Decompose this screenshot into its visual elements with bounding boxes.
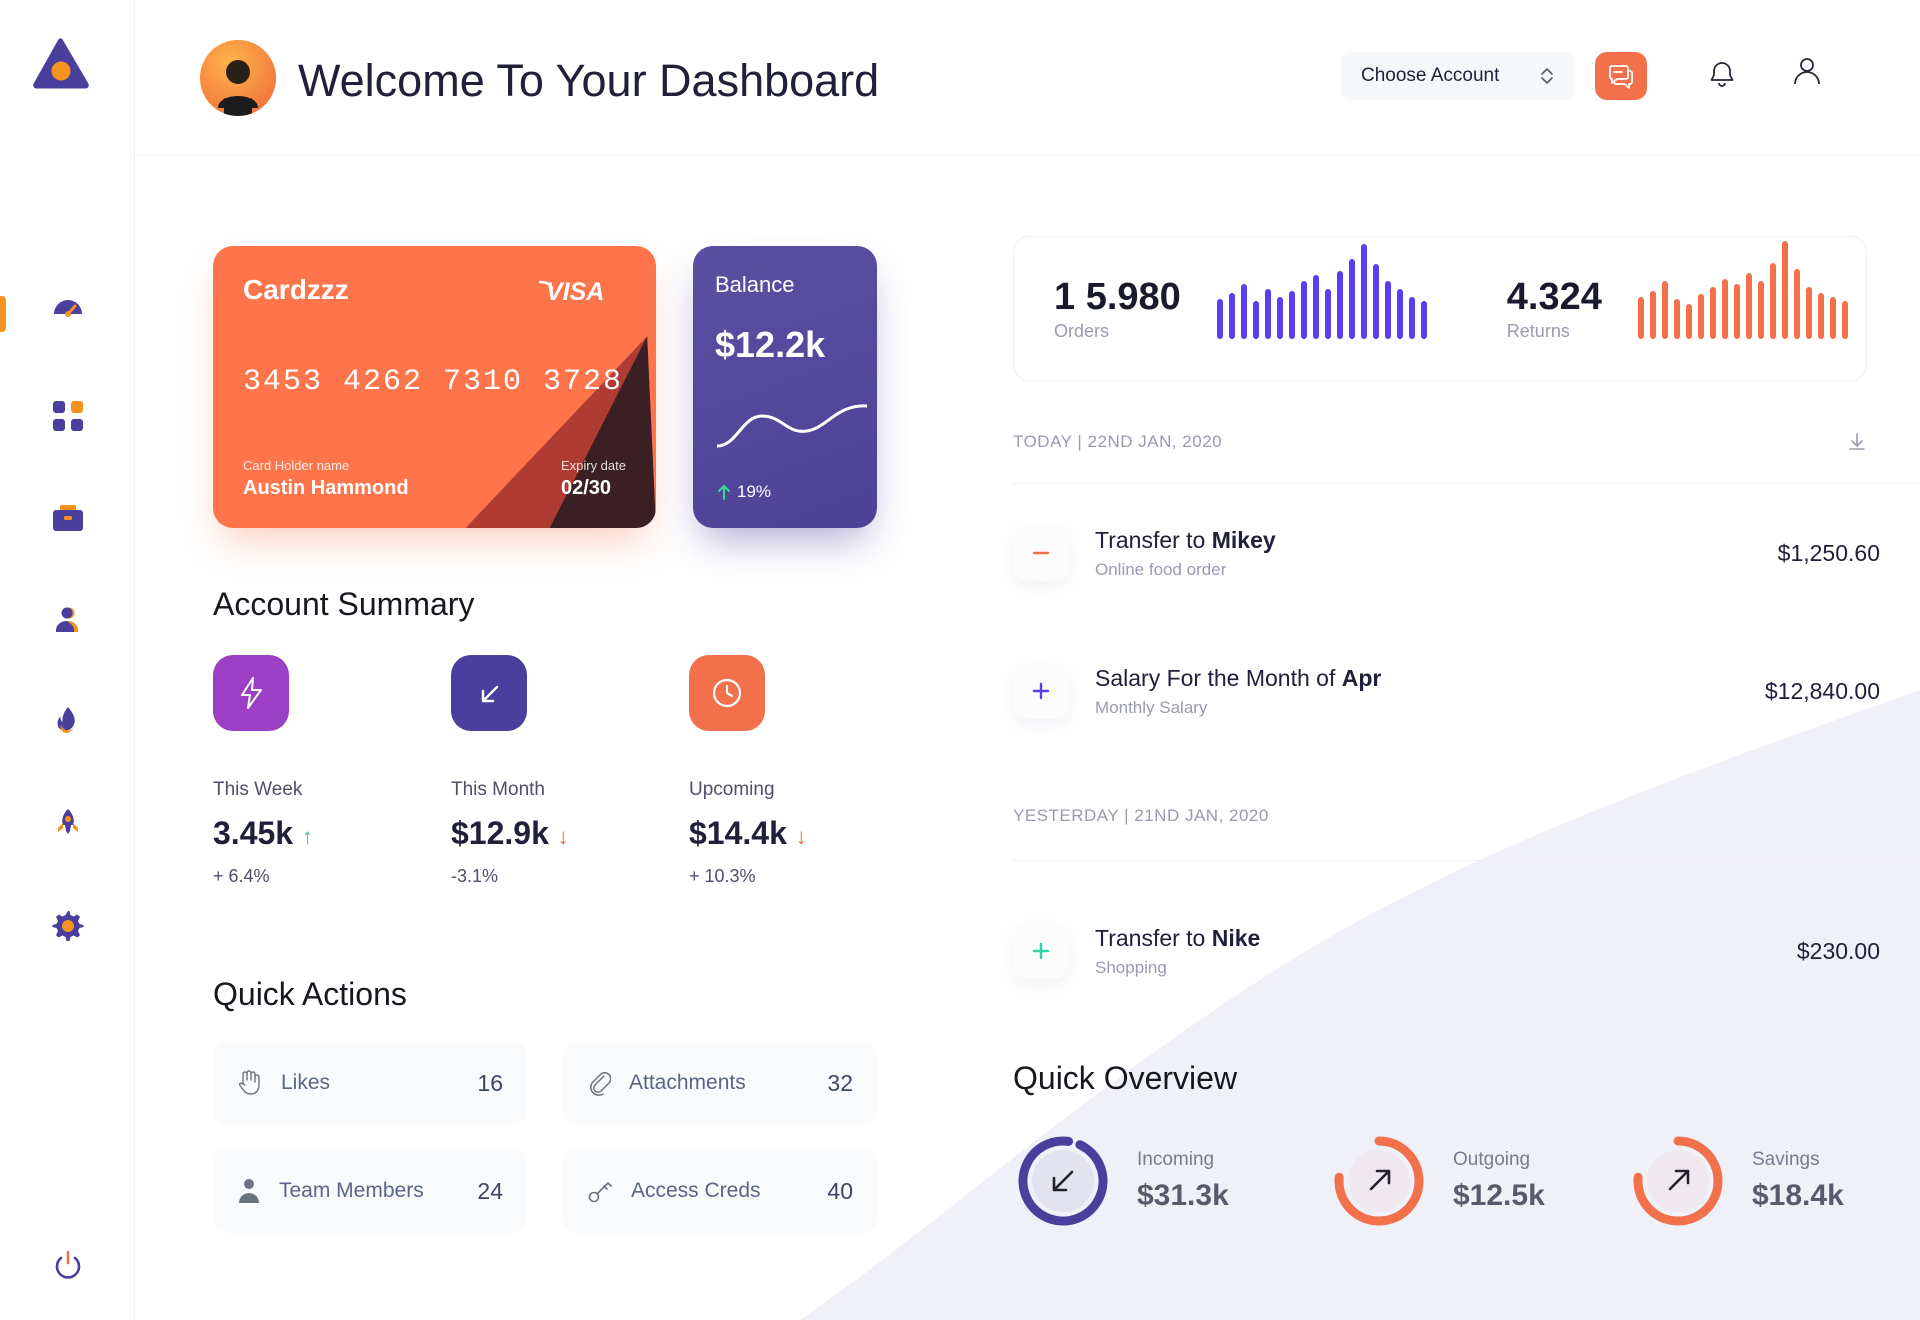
- svg-text:VISA: VISA: [546, 278, 604, 306]
